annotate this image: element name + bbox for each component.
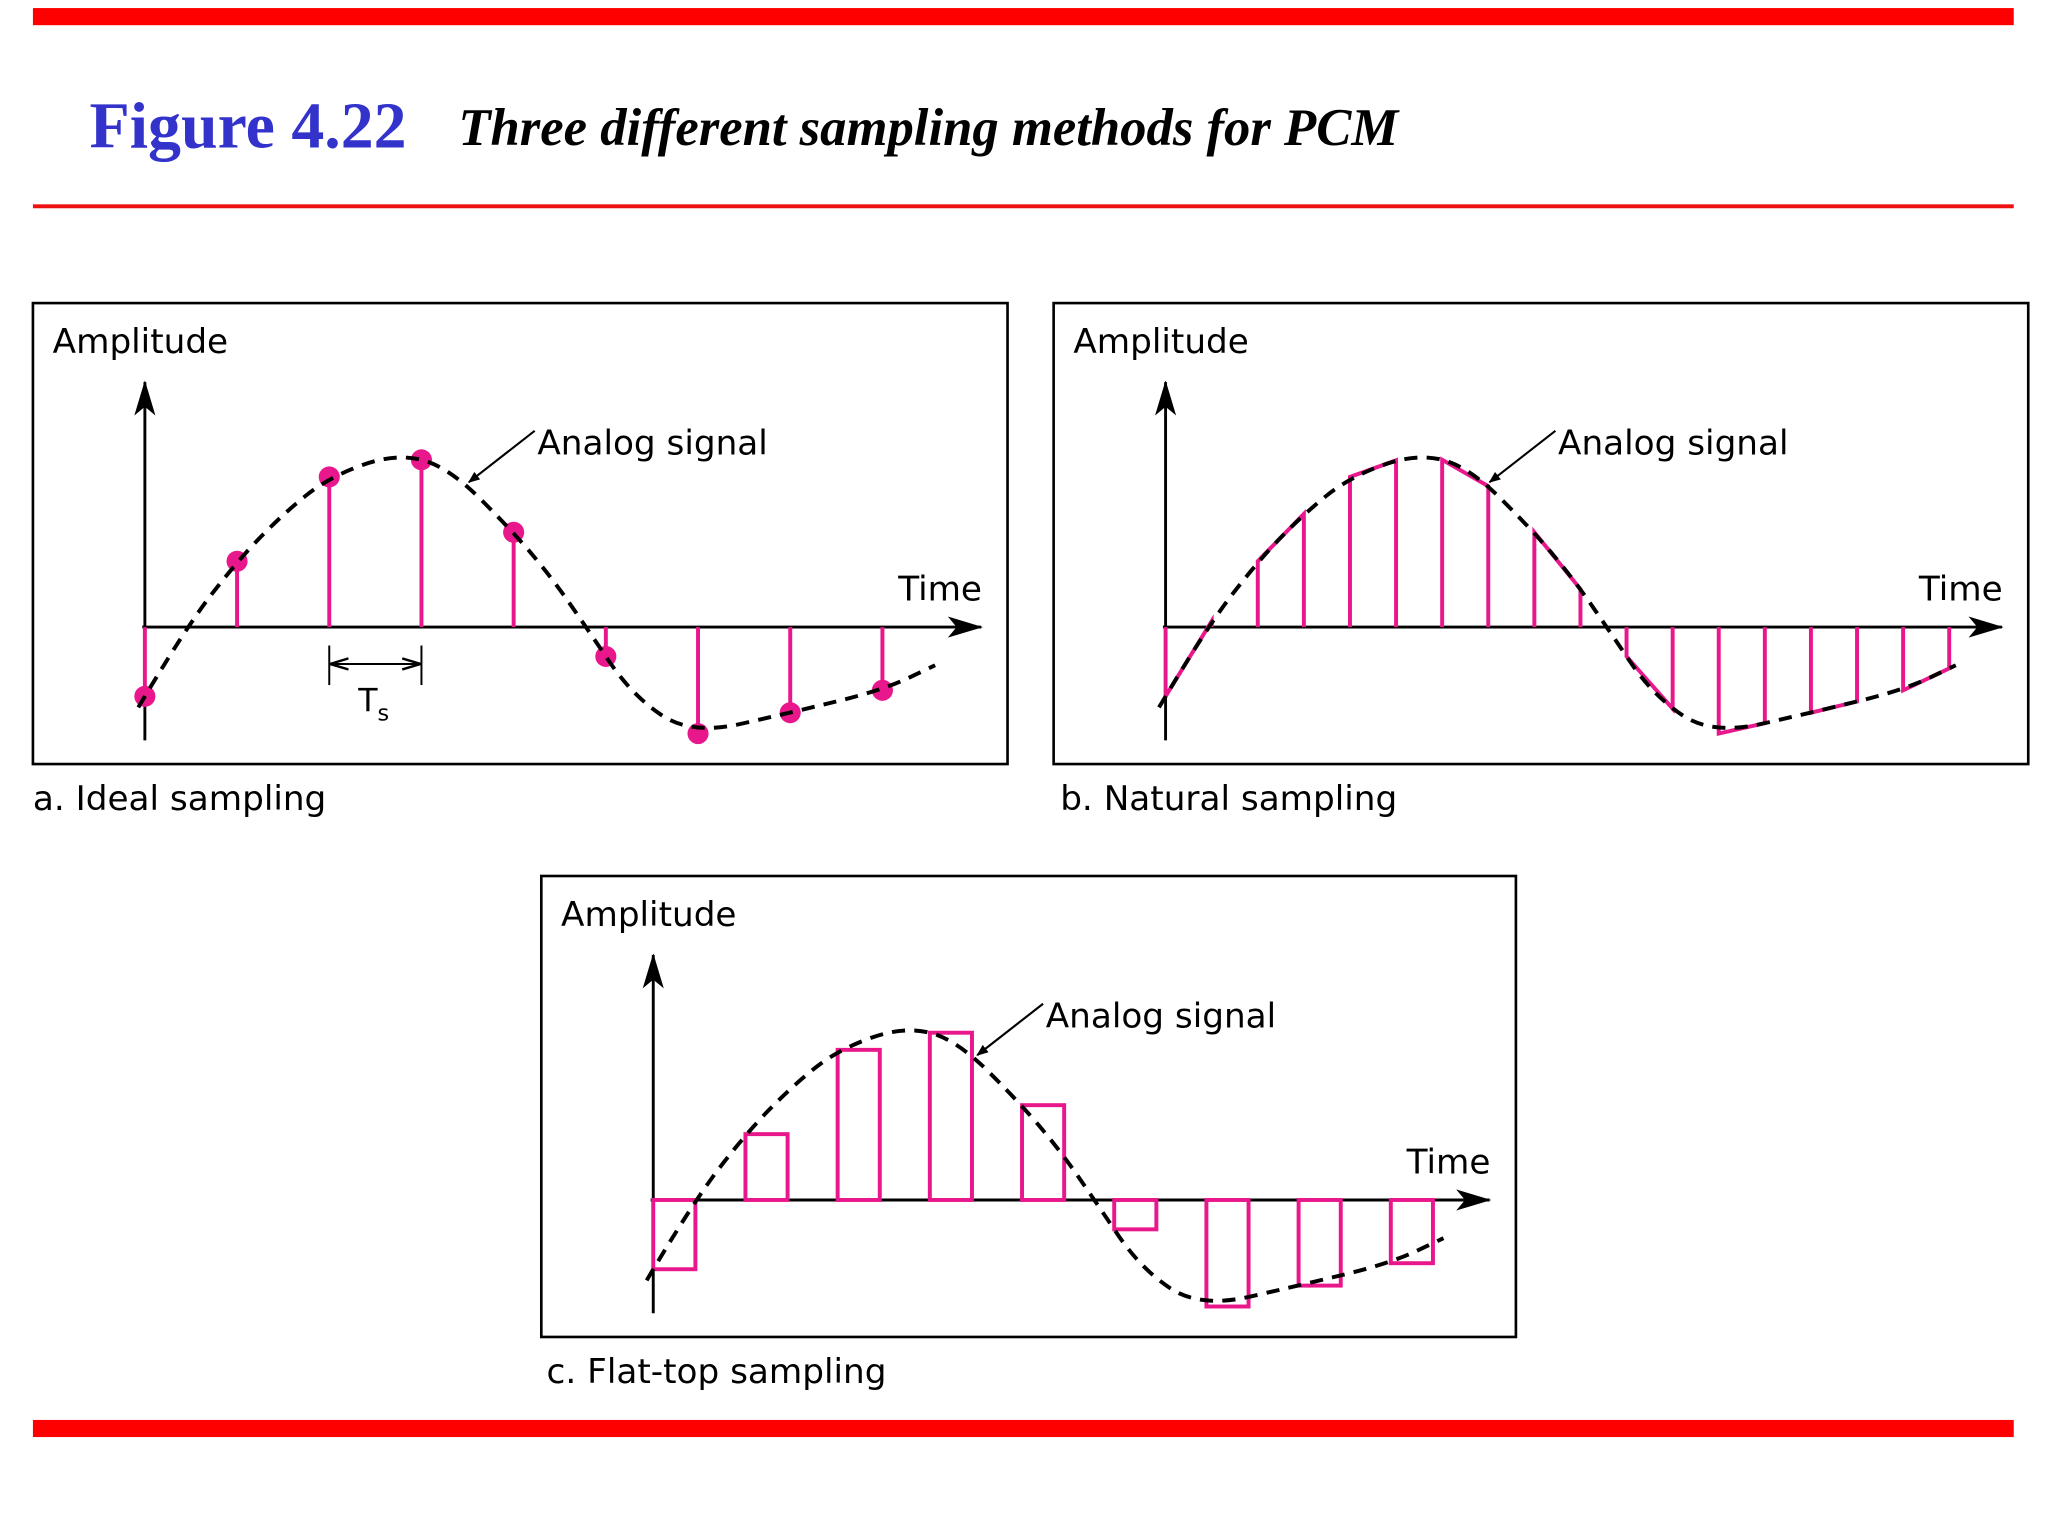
natural-pulse [1347, 457, 1399, 628]
analog-signal [136, 455, 936, 730]
natural-pulse [1255, 508, 1306, 628]
flat-top-pulse [1112, 1198, 1159, 1232]
y-axis-label: Amplitude [1073, 322, 1248, 362]
panel-frame [1052, 301, 2030, 766]
flat-top-pulse [743, 1132, 790, 1202]
panel-caption: a. Ideal sampling [33, 779, 326, 819]
panel-caption: c. Flat-top sampling [547, 1352, 887, 1392]
annotation-arrow [976, 1002, 1044, 1056]
flat-top-pulse [1296, 1198, 1343, 1288]
natural-pulse [1624, 627, 1675, 714]
flat-top-pulse [835, 1047, 882, 1202]
panel-frame [31, 301, 1009, 766]
natural-pulse [1901, 627, 1952, 694]
annotation: Analog signal [537, 424, 767, 464]
figure-label: Figure 4.22 [90, 90, 407, 163]
natural-pulse [1808, 627, 1860, 716]
panel: Amplitude Time Analog signal Ts [31, 301, 1009, 766]
panel: Amplitude Time Analog signal [539, 874, 1518, 1339]
y-axis-label: Amplitude [53, 322, 228, 362]
analog-signal [1157, 455, 1957, 730]
figure-caption: Three different sampling methods for PCM [458, 99, 1400, 157]
natural-pulse [1532, 526, 1583, 628]
flat-top-pulse [651, 1198, 698, 1272]
analog-signal [644, 1028, 1445, 1303]
header-rule [32, 204, 2014, 209]
bottom-rule [32, 1419, 2014, 1438]
period-label: Ts [357, 683, 389, 726]
sample-dot [410, 449, 432, 471]
natural-pulse [1440, 456, 1491, 628]
period-symbol: T [357, 683, 378, 719]
annotation-arrow [1488, 430, 1557, 484]
annotation: Analog signal [1558, 424, 1788, 464]
sample-dot [871, 679, 893, 701]
flat-top-pulse [1388, 1198, 1435, 1266]
annotation: Analog signal [1046, 996, 1276, 1036]
panel-frame [539, 874, 1518, 1339]
flat-top-pulse [1204, 1198, 1251, 1309]
annotation-arrow [467, 430, 536, 484]
panel: Amplitude Time Analog signal [1052, 301, 2030, 766]
natural-pulse [1716, 627, 1767, 737]
x-axis-label: Time [1918, 570, 2003, 610]
top-rule [32, 8, 2014, 26]
x-axis-label: Time [897, 570, 982, 610]
flat-top-pulse [1020, 1103, 1067, 1202]
x-axis-label: Time [1406, 1143, 1491, 1183]
panel-caption: b. Natural sampling [1060, 779, 1397, 819]
y-axis-label: Amplitude [561, 895, 736, 935]
period-subscript: s [378, 701, 390, 727]
flat-top-pulse [927, 1030, 974, 1202]
